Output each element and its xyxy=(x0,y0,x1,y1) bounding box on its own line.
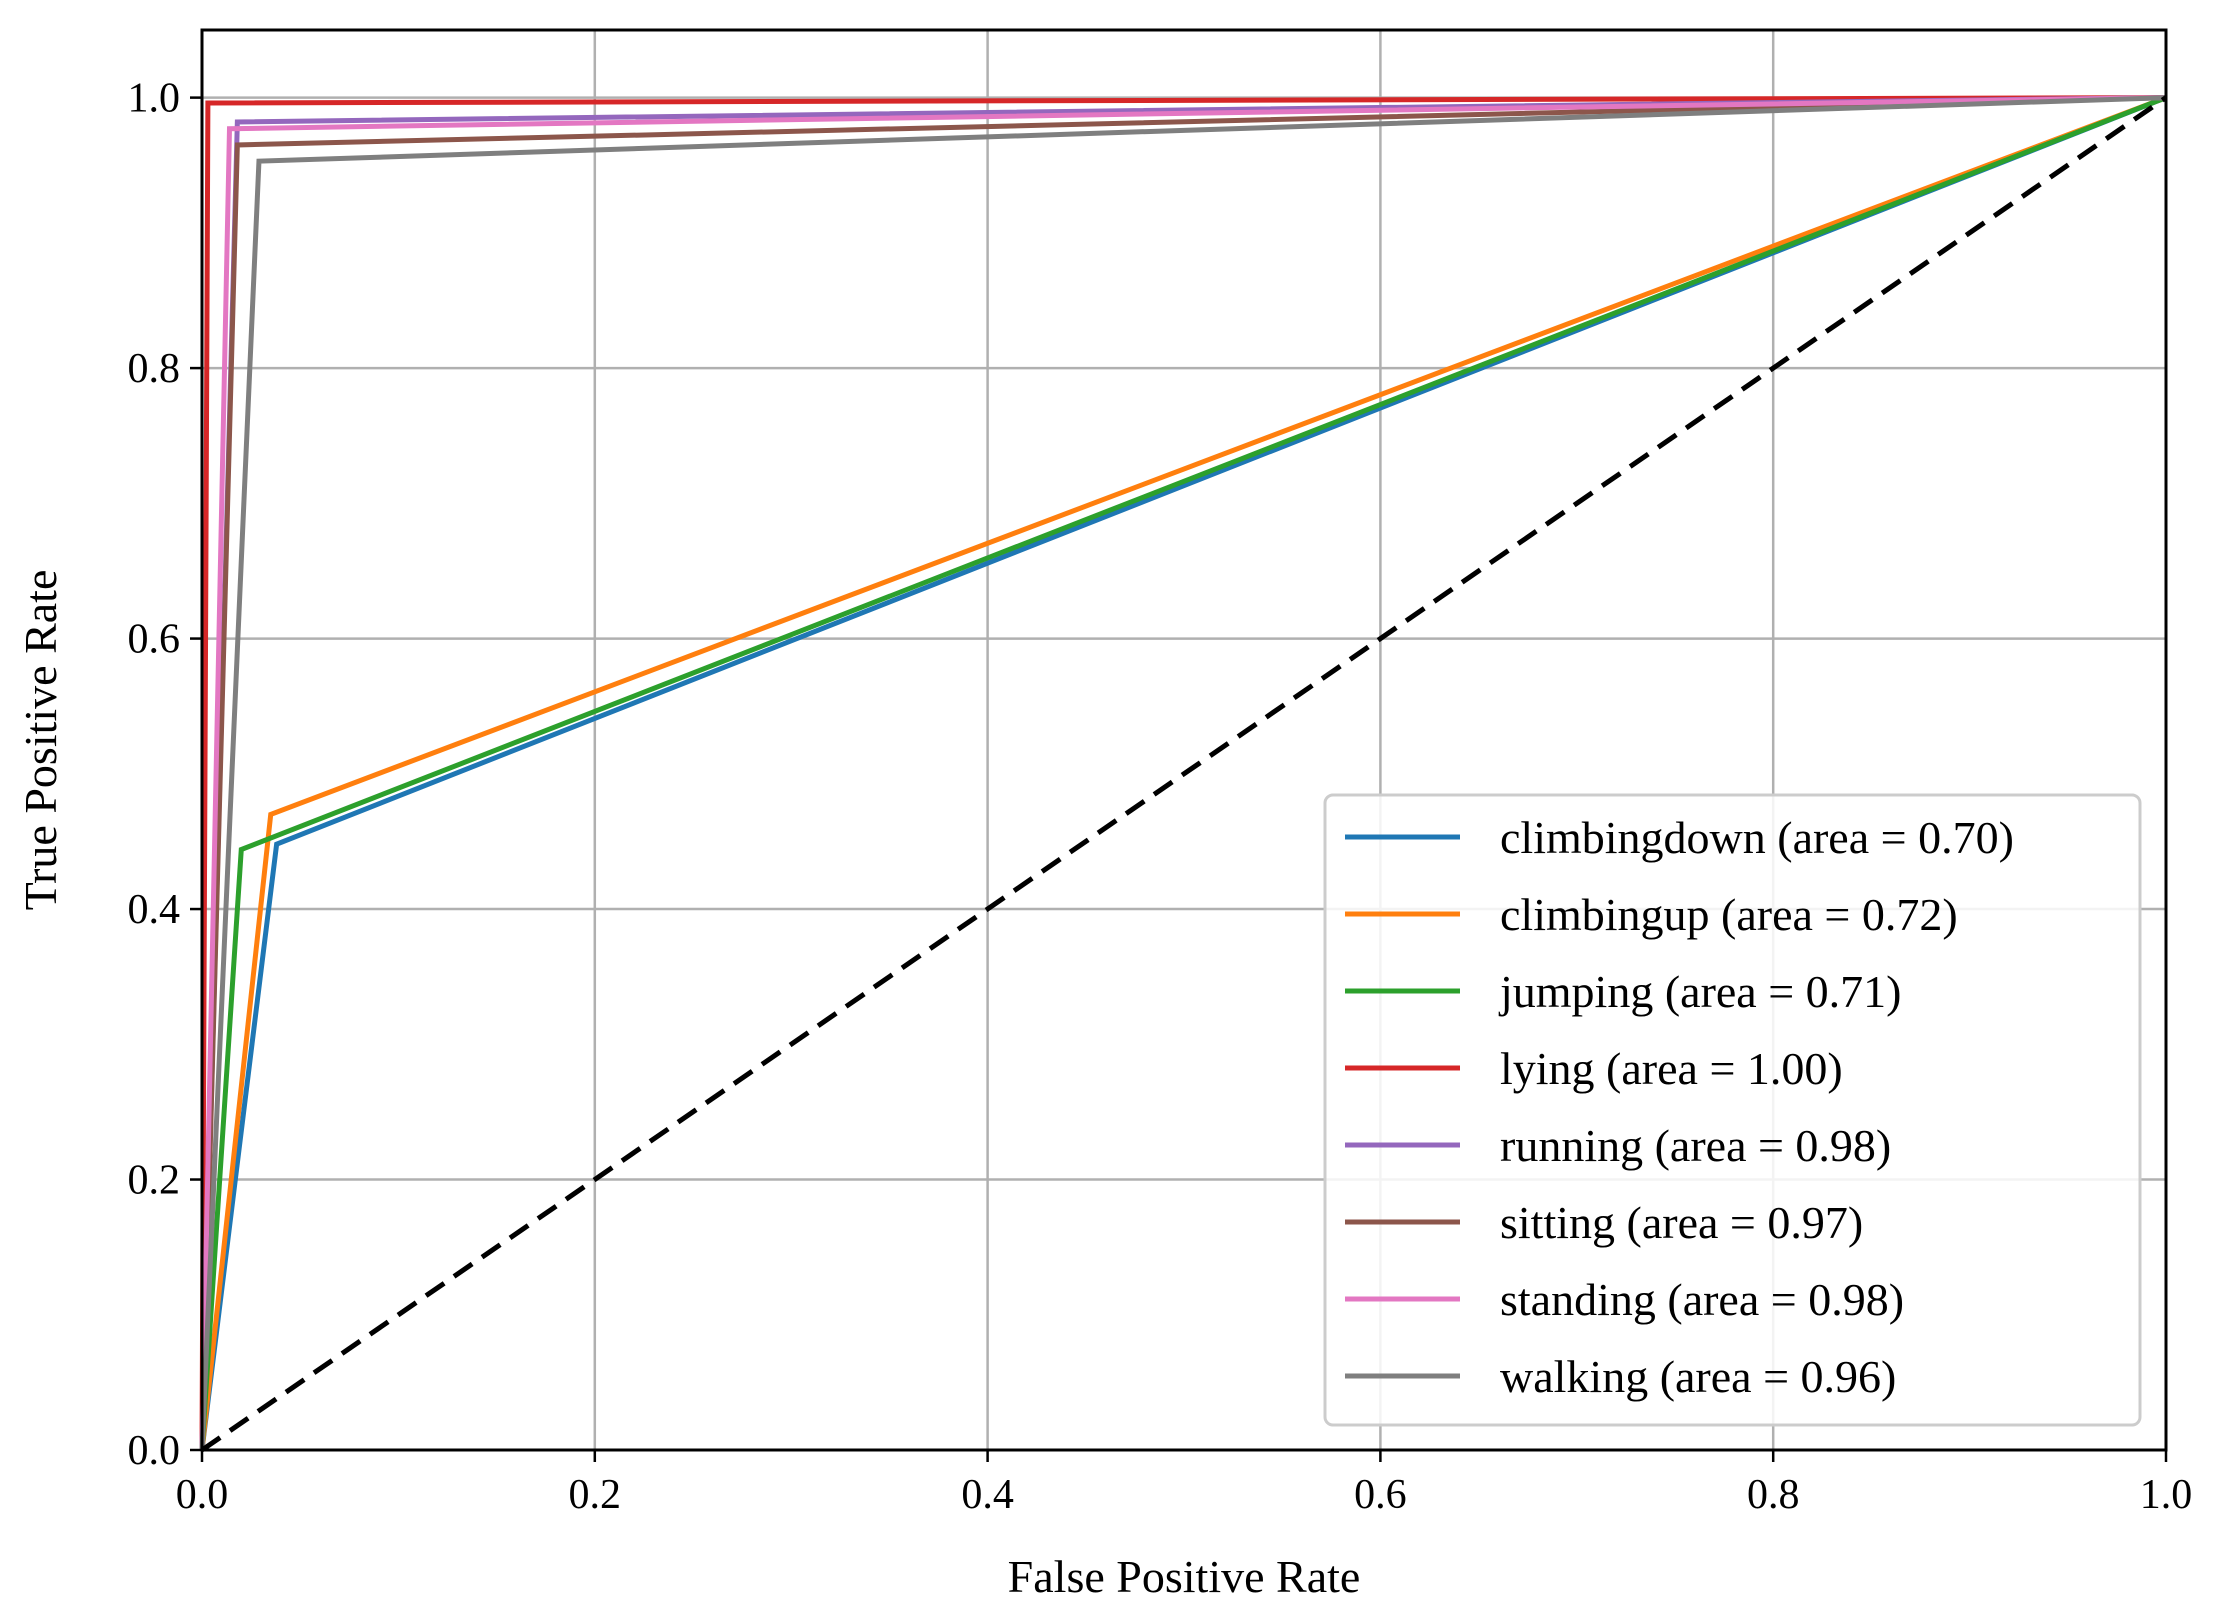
series-line-jumping xyxy=(199,95,2167,1451)
series-line-climbingdown xyxy=(199,95,2167,1451)
series-line-lying xyxy=(199,95,2167,1451)
plot-frame xyxy=(200,28,2168,1452)
legend-entry-standing: standing (area = 0.98) xyxy=(1500,1274,1904,1325)
series-line-sitting xyxy=(199,95,2167,1451)
x-tick-label: 0.8 xyxy=(1747,1472,1800,1518)
legend-entry-jumping: jumping (area = 0.71) xyxy=(1498,966,1902,1017)
x-tick-label: 0.2 xyxy=(569,1472,622,1518)
y-axis-label: True Positive Rate xyxy=(15,570,66,911)
legend-entry-climbingdown: climbingdown (area = 0.70) xyxy=(1500,812,2014,863)
legend: climbingdown (area = 0.70) climbingup (ar… xyxy=(1323,793,2142,1427)
y-tick-label: 0.0 xyxy=(128,1428,181,1474)
x-tick-label: 0.6 xyxy=(1354,1472,1407,1518)
series-line-walking xyxy=(199,95,2167,1451)
x-axis-label: False Positive Rate xyxy=(1008,1551,1361,1602)
legend-entry-sitting: sitting (area = 0.97) xyxy=(1500,1197,1863,1248)
ticks: 0.0 0.2 0.4 0.6 0.8 1.0 0.0 0.2 0.4 0.6 0.8 1.0 xyxy=(128,76,2193,1518)
series-line-standing xyxy=(199,95,2167,1451)
x-tick-label: 0.0 xyxy=(176,1472,229,1518)
y-tick-label: 0.6 xyxy=(128,617,181,663)
series-group xyxy=(199,95,2168,1453)
reference-line-chance xyxy=(200,95,2168,1453)
y-tick-label: 0.8 xyxy=(128,346,181,392)
y-tick-label: 0.2 xyxy=(128,1158,181,1204)
legend-entry-walking: walking (area = 0.96) xyxy=(1500,1351,1896,1402)
legend-entry-climbingup: climbingup (area = 0.72) xyxy=(1500,889,1958,940)
legend-entry-running: running (area = 0.98) xyxy=(1500,1120,1891,1171)
y-tick-label: 0.4 xyxy=(128,887,181,933)
y-tick-label: 1.0 xyxy=(128,76,181,122)
legend-entry-lying: lying (area = 1.00) xyxy=(1500,1043,1843,1094)
legend-box xyxy=(1323,793,2142,1427)
series-line-climbingup xyxy=(199,95,2167,1451)
x-tick-label: 1.0 xyxy=(2140,1472,2193,1518)
x-tick-label: 0.4 xyxy=(961,1472,1014,1518)
